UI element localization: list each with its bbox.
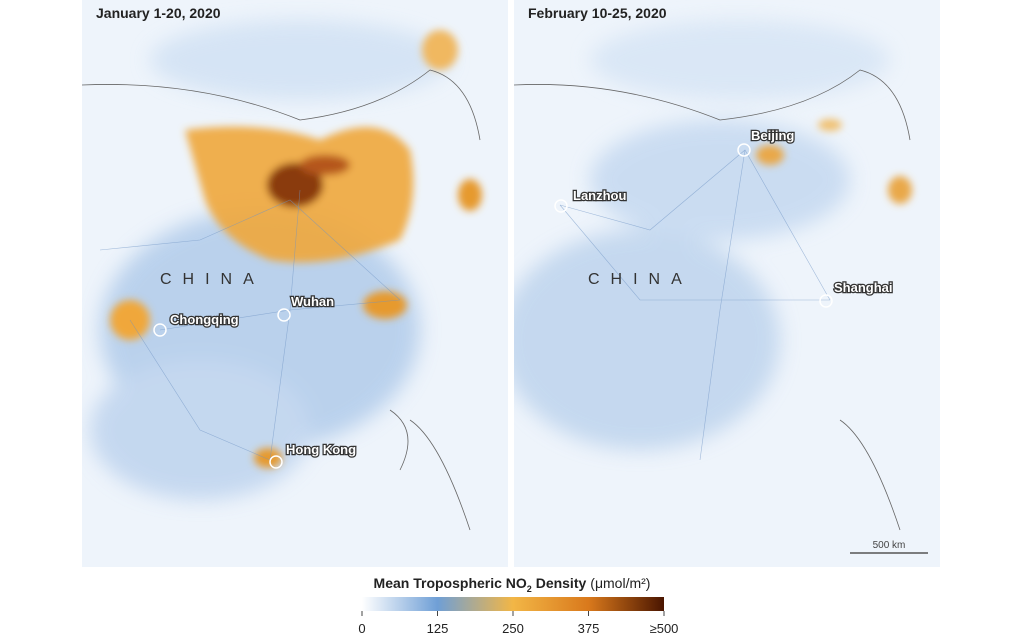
legend-unit: (μmol/m²)	[590, 575, 650, 591]
legend: Mean Tropospheric NO2 Density (μmol/m²) 0…	[358, 575, 678, 636]
tick-label: ≥500	[650, 621, 679, 636]
city-marker	[737, 143, 751, 157]
legend-subscript: 2	[527, 584, 532, 594]
tick-label: 125	[427, 621, 449, 636]
legend-title-rest: Density	[532, 575, 587, 591]
city-marker	[819, 294, 833, 308]
panel-title: January 1-20, 2020	[96, 5, 221, 21]
legend-title-text: Mean Tropospheric NO	[374, 575, 527, 591]
city-label: Chongqing	[170, 312, 239, 327]
map-panel: January 1-20, 2020 CHINA Chongqing Wuhan…	[82, 0, 508, 567]
city-label: Hong Kong	[286, 442, 356, 457]
tick-label: 250	[502, 621, 524, 636]
legend-title: Mean Tropospheric NO2 Density (μmol/m²)	[374, 575, 651, 594]
city-label: Shanghai	[834, 280, 893, 295]
map-panel: February 10-25, 2020 CHINA Lanzhou Beiji…	[514, 0, 940, 567]
city-marker	[153, 323, 167, 337]
tick-label: 375	[578, 621, 600, 636]
country-label: CHINA	[160, 271, 265, 288]
panel-title: February 10-25, 2020	[528, 5, 667, 21]
tick-label: 0	[358, 621, 365, 636]
city-label: Beijing	[751, 128, 794, 143]
city-label: Lanzhou	[573, 188, 626, 203]
city-marker	[269, 455, 283, 469]
city-label: Wuhan	[291, 294, 334, 309]
color-bar	[362, 597, 664, 611]
country-label: CHINA	[588, 271, 693, 288]
scale-label: 500 km	[873, 540, 906, 551]
city-marker	[277, 308, 291, 322]
city-marker	[554, 199, 568, 213]
